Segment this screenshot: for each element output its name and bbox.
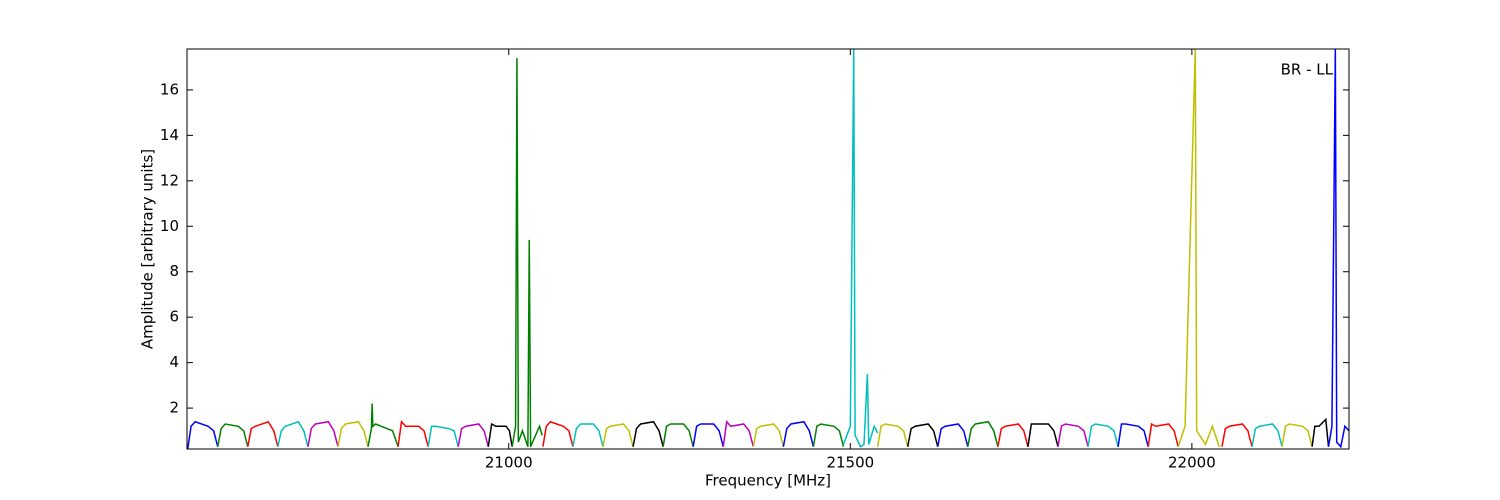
x-tick-label: 22000 [1168,454,1216,472]
series-line [876,423,909,447]
series-line [662,423,694,447]
series-line [937,423,969,447]
series-line [722,420,755,447]
series-line [1177,49,1220,447]
series-line [1221,423,1253,447]
series-line [1251,423,1283,447]
series-line [1087,423,1119,447]
plot-area [187,49,1349,449]
series-line [542,420,574,447]
series-line [997,423,1029,447]
series-line [1327,49,1349,449]
series-line [812,423,845,447]
series-line [367,403,399,447]
series-line [572,423,604,447]
series-line [1117,423,1149,447]
series-line [842,49,879,448]
series-line [217,423,249,447]
series-line [632,420,664,447]
series-line [906,423,939,447]
annotation: BR - LL [1281,61,1334,79]
plot-lines [187,49,1349,449]
series-line [247,420,279,447]
y-tick-label: 14 [160,126,179,144]
series-line [1281,423,1313,447]
axes-frame [186,48,1350,450]
y-tick-label: 16 [160,80,179,98]
y-tick-label: 6 [169,308,179,326]
series-line [337,420,369,447]
series-line [457,423,489,447]
y-tick-label: 10 [160,217,179,235]
series-line [1057,423,1089,447]
series-line [187,420,219,449]
series-line [967,420,999,447]
series-line [782,420,815,447]
series-line [487,422,513,447]
y-tick-label: 8 [169,262,179,280]
series-line [752,423,785,447]
y-axis-label: Amplitude [arbitrary units] [139,149,157,349]
series-line [1147,422,1179,447]
series-line [1311,417,1330,447]
series-line [692,423,724,447]
x-tick-label: 21000 [485,454,533,472]
series-line [1027,423,1059,447]
series-line [277,420,309,447]
series-line [511,58,543,448]
series-line [602,423,634,447]
series-line [307,420,339,447]
x-axis-label: Frequency [MHz] [705,472,831,490]
series-line [397,420,429,447]
y-tick-label: 4 [169,353,179,371]
series-line [427,425,459,447]
y-tick-label: 2 [169,399,179,417]
y-tick-label: 12 [160,171,179,189]
x-tick-label: 21500 [826,454,874,472]
